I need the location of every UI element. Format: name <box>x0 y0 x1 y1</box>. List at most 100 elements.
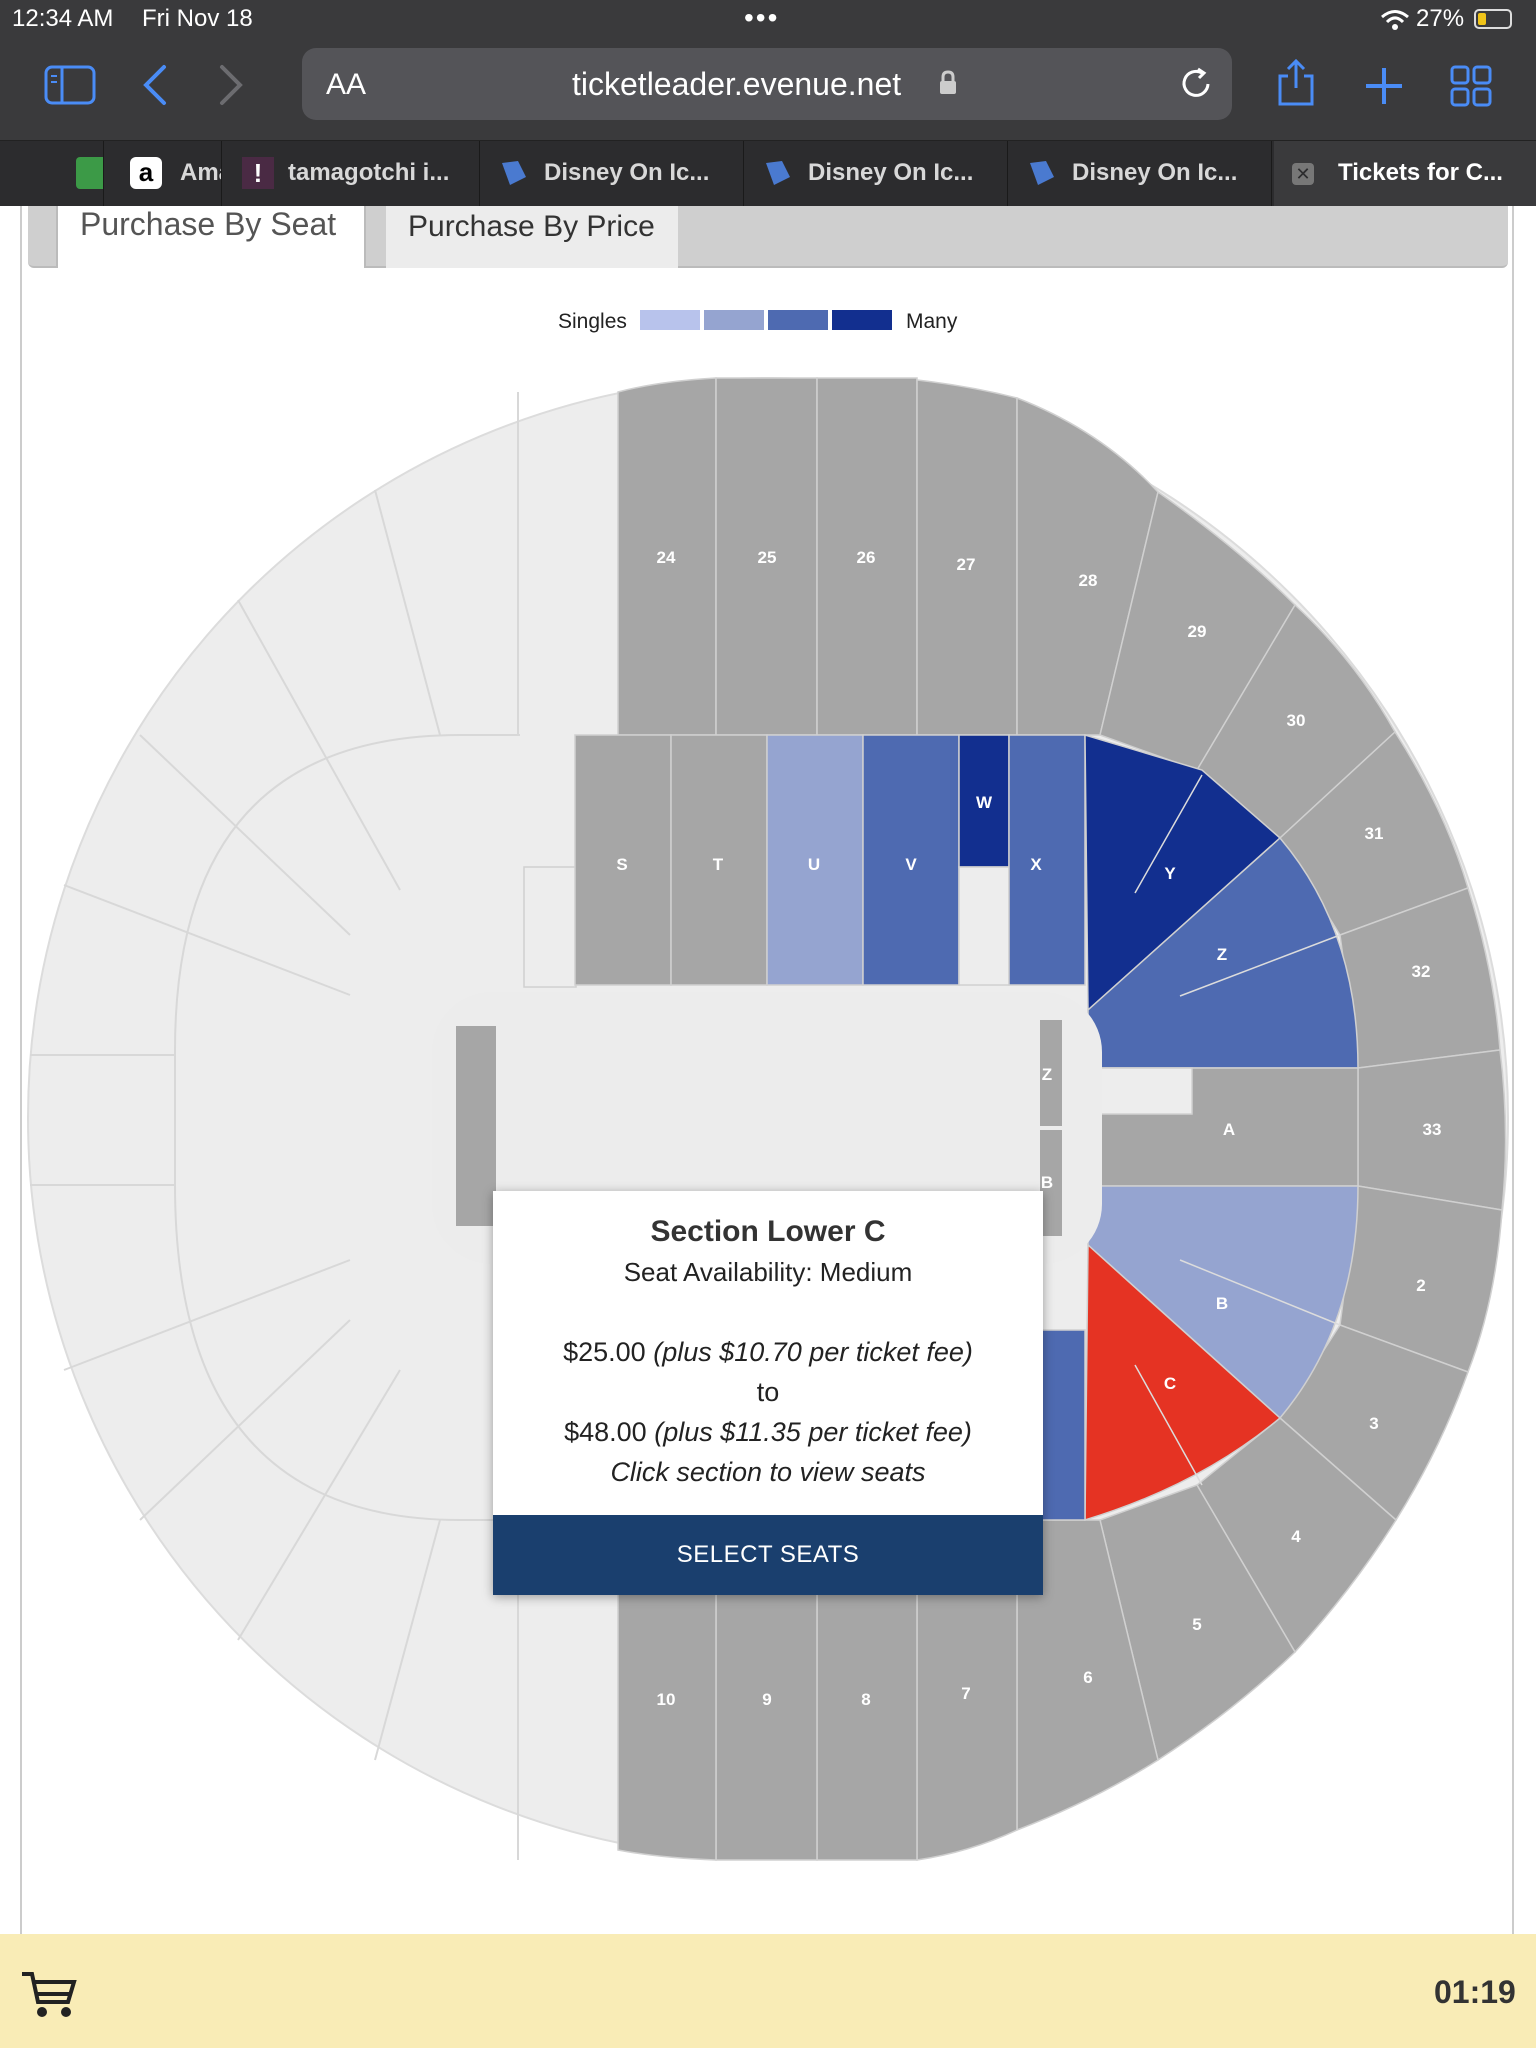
section-info-popup: Section Lower C Seat Availability: Mediu… <box>493 1191 1043 1595</box>
section-10[interactable] <box>617 1519 717 1861</box>
popup-hint: Click section to view seats <box>610 1457 926 1487</box>
popup-to: to <box>756 1377 780 1407</box>
section-label-32: 32 <box>1412 962 1431 981</box>
section-label-8: 8 <box>861 1690 870 1709</box>
section-label-T: T <box>713 855 724 874</box>
section-C[interactable] <box>1084 1243 1282 1522</box>
section-V[interactable] <box>862 734 960 986</box>
purchase-tabs: Purchase By Seat Purchase By Price <box>28 206 1508 268</box>
section-label-10: 10 <box>657 1690 676 1709</box>
stage-floor-left <box>523 866 577 988</box>
section-label-A: A <box>1223 1120 1235 1139</box>
tab-overview-icon[interactable] <box>1450 65 1492 107</box>
section-26[interactable] <box>816 377 918 736</box>
section-label-28: 28 <box>1079 571 1098 590</box>
share-icon[interactable] <box>1274 58 1318 108</box>
section-label-Z: Z <box>1217 945 1227 964</box>
section-label-25: 25 <box>758 548 777 567</box>
section-label-26: 26 <box>857 548 876 567</box>
browser-tab-disney-2[interactable]: Disney On Ic... <box>746 141 1008 207</box>
section-label-V: V <box>905 855 917 874</box>
green-favicon-icon <box>76 157 103 189</box>
select-seats-button[interactable]: SELECT SEATS <box>493 1515 1043 1595</box>
stage-label-b: B <box>1041 1173 1053 1192</box>
cart-timer: 01:19 <box>1434 1974 1516 2010</box>
new-tab-plus-icon[interactable] <box>1364 66 1404 106</box>
section-label-30: 30 <box>1287 711 1306 730</box>
tab-purchase-by-seat[interactable]: Purchase By Seat <box>56 206 366 268</box>
url-text[interactable]: ticketleader.evenue.net <box>572 66 902 102</box>
battery-percent: 27% <box>1416 5 1465 32</box>
browser-tab-label: tamagotchi i... <box>288 159 450 186</box>
status-time: 12:34 AM <box>12 5 114 32</box>
section-S[interactable] <box>574 734 672 986</box>
browser-tab-active[interactable]: ✕ Tickets for C... <box>1274 141 1536 207</box>
section-label-S: S <box>616 855 627 874</box>
floor-A-left <box>1087 1067 1193 1115</box>
forward-arrow-icon[interactable] <box>216 63 246 107</box>
popup-availability: Seat Availability: Medium <box>623 1257 913 1287</box>
reload-icon[interactable] <box>1178 66 1214 102</box>
shopping-cart-icon[interactable] <box>20 1970 78 2020</box>
section-25[interactable] <box>715 377 818 736</box>
section-label-C: C <box>1164 1374 1176 1393</box>
section-label-29: 29 <box>1188 622 1207 641</box>
section-label-9: 9 <box>762 1690 771 1709</box>
section-label-X: X <box>1030 855 1042 874</box>
section-U[interactable] <box>766 734 864 986</box>
popup-price-high: $48.00 <box>564 1417 647 1447</box>
status-bar: 12:34 AM Fri Nov 18 ••• 27% <box>0 0 1536 40</box>
legend-swatch-2 <box>704 310 764 330</box>
legend-swatch-3 <box>768 310 828 330</box>
address-bar[interactable]: AA ticketleader.evenue.net <box>302 48 1232 120</box>
wifi-icon <box>1381 10 1409 30</box>
legend-low-label: Singles <box>558 310 627 333</box>
stage-label-z: Z <box>1042 1065 1052 1084</box>
close-tab-icon[interactable]: ✕ <box>1292 163 1314 185</box>
text-size-button[interactable]: AA <box>326 68 367 101</box>
availability-legend: Singles Many <box>0 306 1536 346</box>
status-date: Fri Nov 18 <box>142 5 253 32</box>
sidebar-icon[interactable] <box>44 65 96 105</box>
multitask-dots-icon[interactable]: ••• <box>744 2 780 33</box>
ticket-icon <box>766 161 790 185</box>
browser-tab-tamagotchi[interactable]: ! tamagotchi i... <box>222 141 480 207</box>
section-label-B: B <box>1216 1294 1228 1313</box>
browser-tab-label: Disney On Ic... <box>544 159 710 186</box>
section-label-33: 33 <box>1423 1120 1442 1139</box>
browser-tab-disney-1[interactable]: Disney On Ic... <box>482 141 744 207</box>
popup-price-low: $25.00 <box>563 1337 646 1367</box>
section-W-floor <box>958 866 1010 986</box>
section-B[interactable] <box>1087 1185 1359 1420</box>
battery-icon <box>1474 9 1512 29</box>
stage-right-block-z[interactable] <box>1040 1020 1062 1126</box>
browser-tab-bar: a Ama ! tamagotchi i... Disney On Ic... … <box>0 140 1536 207</box>
tab-label: Purchase By Seat <box>80 206 337 242</box>
browser-tab-label: Ama <box>180 159 221 186</box>
browser-toolbar: AA ticketleader.evenue.net <box>0 40 1536 140</box>
amazon-icon: a <box>130 157 162 189</box>
stage-left-block <box>456 1026 496 1226</box>
arena-seat-map: 24 25 26 27 28 29 30 31 32 33 2 3 4 5 6 … <box>27 377 1509 1861</box>
cart-footer: 01:19 <box>0 1934 1536 2048</box>
popup-fee-low: (plus $10.70 per ticket fee) <box>653 1337 973 1367</box>
browser-tab-label: Tickets for C... <box>1338 159 1503 186</box>
browser-tab-amazon[interactable]: a Ama <box>104 141 222 207</box>
seat-map-page: Purchase By Seat Purchase By Price Singl… <box>0 206 1536 1934</box>
exclamation-icon: ! <box>242 157 274 189</box>
page-frame-left <box>20 206 22 1934</box>
section-X[interactable] <box>1008 734 1086 986</box>
section-label-Y: Y <box>1164 864 1176 883</box>
stage-right-block-b[interactable] <box>1040 1130 1062 1236</box>
popup-price-high-line: $48.00 (plus $11.35 per ticket fee) <box>493 1417 1043 1448</box>
ticket-icon <box>1030 161 1054 185</box>
browser-tab-label: Disney On Ic... <box>1072 159 1238 186</box>
tab-purchase-by-price[interactable]: Purchase By Price <box>386 206 678 268</box>
section-label-5: 5 <box>1192 1615 1201 1634</box>
ticket-icon <box>502 161 526 185</box>
legend-high-label: Many <box>906 310 958 333</box>
section-label-27: 27 <box>957 555 976 574</box>
browser-tab-disney-3[interactable]: Disney On Ic... <box>1010 141 1272 207</box>
back-arrow-icon[interactable] <box>140 63 170 107</box>
browser-tab-green[interactable] <box>44 141 104 207</box>
